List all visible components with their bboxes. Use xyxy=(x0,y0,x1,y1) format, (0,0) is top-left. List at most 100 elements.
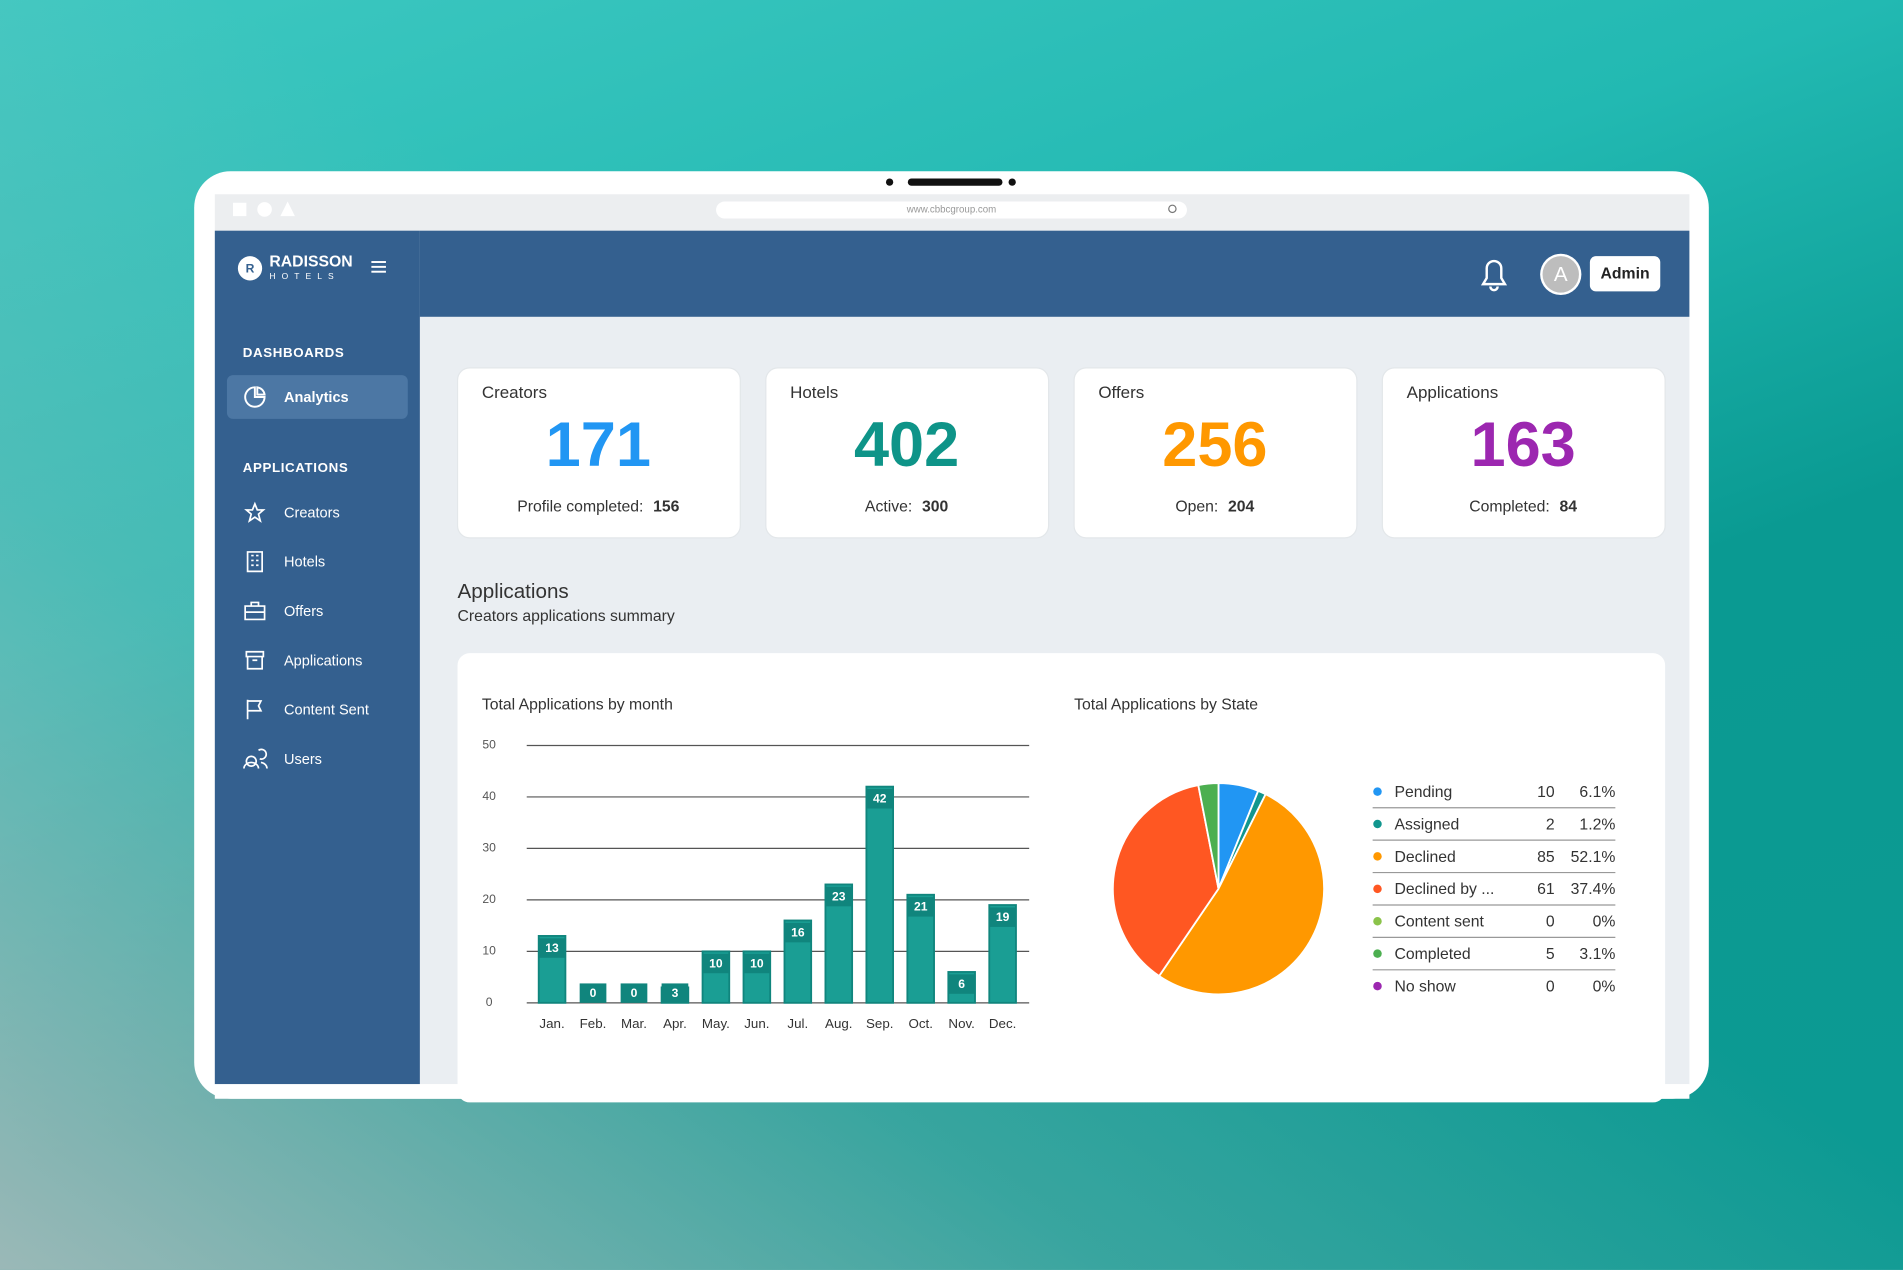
logo-glyph: R xyxy=(246,262,255,276)
url-bar[interactable] xyxy=(716,201,1187,219)
stat-card xyxy=(765,367,1050,539)
value-label: 21 xyxy=(914,900,928,914)
sidebar-item-active[interactable] xyxy=(226,375,408,419)
sidebar-item[interactable]: Creators xyxy=(284,505,340,521)
legend-count: 0 xyxy=(1546,978,1555,995)
x-tick-label: Aug. xyxy=(825,1016,852,1031)
sidebar-item[interactable]: Offers xyxy=(284,604,323,620)
legend-count: 85 xyxy=(1537,849,1555,866)
card-title: Creators xyxy=(482,383,547,402)
browser-icon xyxy=(233,202,247,217)
sidebar-item[interactable]: Users xyxy=(284,752,322,768)
speaker xyxy=(907,178,1003,186)
label-box xyxy=(538,938,566,958)
legend-dot xyxy=(1373,917,1382,926)
sidebar-section-title: APPLICATIONS xyxy=(243,460,349,475)
label-box xyxy=(866,789,894,809)
card-detail-value: 156 xyxy=(653,499,680,516)
value-label: 23 xyxy=(832,889,846,903)
legend-dot xyxy=(1373,981,1382,991)
brand-name: RADISSON xyxy=(269,253,352,270)
value-label: 0 xyxy=(590,986,597,1000)
label-box xyxy=(702,953,730,974)
search-icon xyxy=(1168,204,1177,214)
legend-dot xyxy=(1373,787,1382,796)
legend-percent: 0% xyxy=(1593,978,1616,995)
card-value: 402 xyxy=(854,410,959,480)
y-tick-label: 0 xyxy=(486,995,493,1009)
legend-count: 10 xyxy=(1537,784,1555,801)
item-icon xyxy=(243,748,268,769)
y-tick-label: 40 xyxy=(482,789,496,803)
legend-percent: 1.2% xyxy=(1579,816,1615,833)
x-tick-label: Jan. xyxy=(539,1016,564,1031)
label-box xyxy=(948,974,976,994)
card-title: Offers xyxy=(1098,383,1144,402)
chart-panel xyxy=(457,653,1666,1103)
sidebar-item[interactable]: Applications xyxy=(284,653,362,669)
y-tick-label: 10 xyxy=(482,944,496,958)
value-label: 0 xyxy=(631,986,638,1000)
legend-dot xyxy=(1373,819,1382,829)
logo: R xyxy=(237,256,263,281)
x-tick-label: Dec. xyxy=(989,1016,1016,1031)
legend-count: 2 xyxy=(1546,816,1555,833)
menu-line xyxy=(371,261,386,263)
sidebar-section-title: DASHBOARDS xyxy=(243,345,345,360)
camera-dot xyxy=(1008,178,1016,186)
card-detail-value: 84 xyxy=(1560,499,1578,516)
avatar-initial: A xyxy=(1554,263,1568,286)
legend-percent: 37.4% xyxy=(1571,881,1616,898)
card-title: Applications xyxy=(1407,383,1499,402)
card-detail-label: Active: xyxy=(865,499,912,516)
card-value: 256 xyxy=(1162,410,1267,480)
label-box xyxy=(907,897,935,917)
label-box xyxy=(825,886,853,907)
bar xyxy=(865,785,895,1004)
value-label: 6 xyxy=(958,977,965,991)
y-tick-label: 20 xyxy=(482,892,496,906)
avatar[interactable] xyxy=(1542,256,1579,293)
menu-line xyxy=(371,270,386,273)
legend-dot xyxy=(1373,884,1382,894)
item-icon xyxy=(244,386,266,408)
legend-percent: 6.1% xyxy=(1579,784,1615,801)
menu-button[interactable] xyxy=(371,261,386,273)
x-tick-label: Feb. xyxy=(580,1016,607,1031)
frame-bottom xyxy=(214,1084,1690,1099)
legend-percent: 3.1% xyxy=(1579,946,1615,963)
card-detail-value: 300 xyxy=(922,499,949,516)
legend-count: 61 xyxy=(1537,881,1555,898)
value-label: 13 xyxy=(545,941,559,955)
x-tick-label: Oct. xyxy=(908,1016,932,1031)
sidebar-item[interactable]: Analytics xyxy=(284,390,349,406)
sidebar-item[interactable]: Hotels xyxy=(284,555,325,571)
x-tick-label: May. xyxy=(702,1016,730,1031)
legend-dot xyxy=(1373,949,1382,958)
user-name: Admin xyxy=(1601,266,1650,283)
value-label: 16 xyxy=(791,925,805,939)
card-detail-label: Profile completed: xyxy=(517,499,643,516)
value-label: 10 xyxy=(750,956,764,970)
legend-label: Completed xyxy=(1394,946,1470,963)
legend-count: 0 xyxy=(1546,914,1555,931)
legend-percent: 52.1% xyxy=(1571,849,1616,866)
sidebar-item[interactable]: Content Sent xyxy=(284,703,369,719)
value-label: 3 xyxy=(672,986,679,1000)
item-icon xyxy=(244,501,266,523)
legend-label: Assigned xyxy=(1394,816,1459,833)
user-button[interactable] xyxy=(1589,256,1661,292)
label-box xyxy=(784,922,812,943)
item-icon xyxy=(246,699,263,720)
camera-dot xyxy=(885,178,894,186)
card-detail-value: 204 xyxy=(1228,499,1255,516)
item-icon xyxy=(245,650,265,670)
legend-dot xyxy=(1373,852,1382,861)
bell-icon[interactable] xyxy=(1480,259,1508,292)
chart-title: Total Applications by State xyxy=(1074,697,1258,714)
card-detail: Profile completed: 156 xyxy=(517,499,679,516)
value-label: 19 xyxy=(996,910,1010,924)
